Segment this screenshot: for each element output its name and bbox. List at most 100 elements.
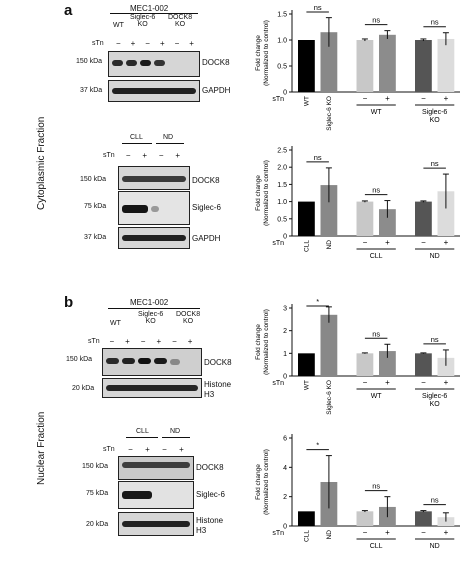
b-group-dock8-ko: DOCK8 KO	[176, 311, 201, 325]
category-label: ND	[326, 240, 333, 250]
stn-sign: −	[363, 238, 368, 247]
y-axis-title: Fold change	[255, 35, 262, 71]
y-axis-title: Fold change	[255, 324, 262, 360]
stn-sign: +	[444, 528, 449, 537]
b2-group-cll: CLL	[136, 428, 149, 435]
stn-sign: −	[363, 528, 368, 537]
a2-blot-dock8	[118, 166, 190, 190]
stn-sign: −	[162, 445, 167, 454]
a2-protein-gapdh: GAPDH	[192, 234, 221, 243]
bar	[320, 314, 338, 376]
bar	[298, 511, 315, 526]
panel-a-letter: a	[64, 2, 73, 19]
group-label: KO	[430, 117, 441, 124]
significance-label: ns	[314, 153, 322, 162]
a-kda-gapdh: 37 kDa	[80, 87, 103, 94]
stn-sign: +	[385, 378, 390, 387]
stn-sign: −	[145, 39, 150, 48]
bar	[356, 40, 374, 92]
stn-sign: +	[385, 528, 390, 537]
category-label: CLL	[303, 240, 310, 252]
significance-label: ns	[372, 329, 380, 338]
group-label: WT	[371, 393, 383, 400]
y-tick-label: 1.5	[277, 182, 287, 189]
bar	[415, 353, 432, 376]
group-label: CLL	[370, 253, 383, 260]
y-tick-label: 2	[283, 328, 287, 335]
stn-sign: +	[444, 238, 449, 247]
b2-protein-histone: Histone H3	[196, 516, 224, 536]
b-kda-dock8: 150 kDa	[66, 356, 93, 363]
bar	[356, 353, 374, 376]
group-label: Siglec-6	[422, 393, 447, 400]
b2-kda-histone: 20 kDa	[86, 521, 109, 528]
a2-cll-rule	[122, 143, 152, 144]
stn-sign: −	[363, 94, 368, 103]
b2-protein-siglec6: Siglec-6	[196, 490, 225, 499]
y-axis-title: Fold change	[255, 464, 262, 500]
bar	[298, 353, 315, 376]
stn-sign: −	[128, 445, 133, 454]
significance-label: ns	[372, 16, 380, 25]
stn-label: sTn	[272, 530, 284, 537]
bar	[437, 191, 455, 236]
b-group-siglec6-ko: Siglec-6 KO	[138, 311, 164, 325]
y-tick-label: 0	[283, 90, 287, 97]
group-label: ND	[430, 253, 440, 260]
bar	[415, 201, 432, 236]
y-tick-label: 3	[283, 306, 287, 313]
a2-protein-siglec6: Siglec-6	[192, 203, 221, 212]
stn-sign: +	[189, 39, 194, 48]
stn-sign: +	[187, 337, 193, 346]
y-tick-label: 1.0	[277, 38, 287, 45]
bar	[320, 185, 338, 236]
stn-sign: −	[172, 337, 177, 346]
significance-label: ns	[314, 3, 322, 12]
b-protein-dock8: DOCK8	[204, 358, 232, 367]
b2-stn-signs: − + − +	[122, 445, 190, 454]
stn-sign: −	[115, 39, 121, 48]
stn-sign: +	[385, 238, 390, 247]
b-header-rule	[108, 308, 200, 309]
a2-blot-siglec6	[118, 191, 190, 225]
bar	[415, 40, 432, 92]
y-axis-title: Fold change	[255, 175, 262, 211]
stn-sign: +	[142, 151, 148, 160]
significance-label: ns	[431, 335, 439, 344]
bar	[437, 38, 455, 92]
y-axis-title: (Normalized to control)	[263, 20, 270, 86]
b-blot-histone	[102, 378, 202, 398]
stn-sign: +	[385, 94, 390, 103]
a-blot-gapdh	[108, 80, 200, 102]
y-tick-label: 1.0	[277, 199, 287, 206]
b2-kda-dock8: 150 kDa	[82, 463, 109, 470]
a2-group-nd: ND	[163, 134, 174, 141]
b2-nd-rule	[162, 437, 190, 438]
b-blot-dock8	[102, 348, 202, 376]
category-label: ND	[326, 530, 333, 540]
y-tick-label: 0.5	[277, 216, 287, 223]
category-label: WT	[303, 96, 310, 106]
bar	[356, 511, 374, 526]
significance-label: *	[316, 297, 319, 306]
bar	[415, 511, 432, 526]
y-tick-label: 2	[283, 494, 287, 501]
y-tick-label: 0	[283, 524, 287, 531]
chart-b-top: Fold change (Normalized to control) 0 1 2 3 WT…	[255, 297, 460, 415]
bar	[356, 201, 374, 236]
a-protein-dock8: DOCK8	[202, 58, 230, 67]
group-label: ND	[430, 543, 440, 550]
stn-sign: +	[130, 39, 136, 48]
bar	[379, 351, 396, 376]
a2-stn-label: sTn	[103, 152, 115, 159]
b2-stn-label: sTn	[103, 446, 115, 453]
a2-kda-dock8: 150 kDa	[80, 176, 107, 183]
significance-label: ns	[372, 482, 380, 491]
significance-label: ns	[372, 186, 380, 195]
group-label: WT	[371, 109, 383, 116]
stn-sign: +	[156, 337, 162, 346]
bar	[379, 209, 396, 236]
category-label: Siglec-6 KO	[326, 96, 333, 131]
b2-group-nd: ND	[170, 428, 181, 435]
a2-kda-siglec6: 75 kDa	[84, 203, 107, 210]
